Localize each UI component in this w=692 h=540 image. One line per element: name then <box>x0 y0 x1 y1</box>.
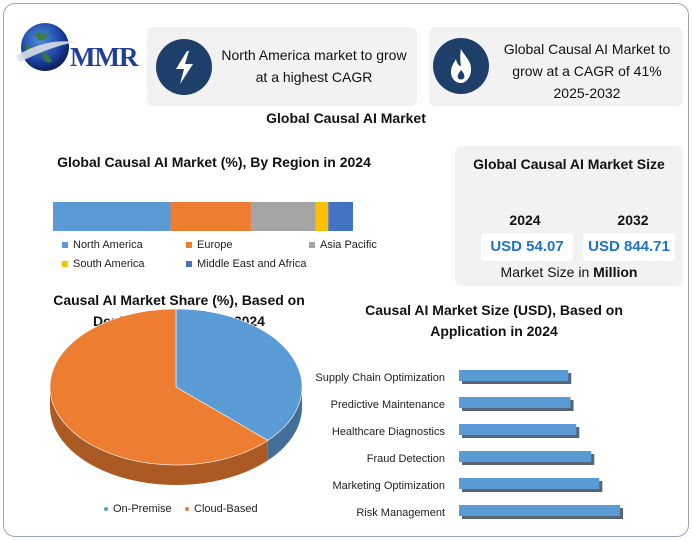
app-label: Fraud Detection <box>366 453 445 465</box>
legend-label: South America <box>73 258 145 270</box>
region-bar-segment <box>315 202 329 231</box>
value-2032: USD 844.71 <box>583 233 675 261</box>
globe-icon <box>16 23 76 71</box>
region-bar-segment <box>250 202 316 231</box>
legend-label: Asia Pacific <box>320 239 377 251</box>
mmr-logo: MMR <box>12 12 147 82</box>
legend-mea: Middle East and Africa <box>186 258 306 270</box>
market-size-title: Global Causal AI Market Size <box>473 156 665 172</box>
unit-bold: Million <box>593 264 638 280</box>
app-label: Healthcare Diagnostics <box>331 426 445 438</box>
app-label: Supply Chain Optimization <box>315 372 445 384</box>
app-bar <box>459 424 577 435</box>
legend-south-america: South America <box>62 258 145 270</box>
legend-north-america: North America <box>62 239 143 251</box>
legend-cloud-based: Cloud-Based <box>185 503 258 515</box>
app-bar <box>459 370 569 381</box>
highlight-card-cagr: Global Causal AI Market to grow at a CAG… <box>429 27 683 106</box>
flame-icon <box>433 38 489 94</box>
legend-swatch <box>309 242 315 249</box>
legend-swatch <box>186 242 192 249</box>
highlight-card-region: North America market to grow at a highes… <box>147 27 417 106</box>
legend-asia-pacific: Asia Pacific <box>309 239 377 251</box>
unit-label: Market Size in Million <box>455 264 683 280</box>
region-bar-segment <box>170 202 251 231</box>
application-chart-title: Causal AI Market Size (USD), Based on Ap… <box>365 302 623 339</box>
region-bar-segment <box>53 202 171 231</box>
legend-europe: Europe <box>186 239 232 251</box>
highlight-text-region: North America market to grow at a highes… <box>221 47 407 85</box>
legend-swatch <box>186 261 192 268</box>
legend-label: Europe <box>197 239 233 251</box>
lightning-bolt-icon <box>156 39 212 95</box>
pie-slice-side <box>267 387 302 461</box>
legend-swatch <box>104 507 108 512</box>
highlight-text-cagr: Global Causal AI Market to grow at a CAG… <box>503 41 671 101</box>
pie-slice-side <box>50 387 268 486</box>
app-label: Predictive Maintenance <box>330 399 445 411</box>
legend-label: Middle East and Africa <box>197 258 307 270</box>
year-2032-label: 2032 <box>617 212 649 228</box>
legend-swatch <box>62 242 68 249</box>
app-label: Marketing Optimization <box>332 480 446 492</box>
app-bar <box>459 478 600 489</box>
app-label: Risk Management <box>356 507 445 519</box>
pie-slice <box>49 308 269 466</box>
unit-prefix: Market Size in <box>500 264 594 280</box>
year-2024-label: 2024 <box>509 212 541 228</box>
legend-label: On-Premise <box>113 503 172 515</box>
logo-text: MMR <box>70 42 138 72</box>
region-chart-title: Global Causal AI Market (%), By Region i… <box>57 154 371 170</box>
legend-label: Cloud-Based <box>194 503 258 515</box>
app-bar <box>459 451 592 462</box>
value-2024: USD 54.07 <box>481 233 573 261</box>
page-title: Global Causal AI Market <box>266 110 426 126</box>
legend-on-premise: On-Premise <box>104 503 172 515</box>
pie-slice <box>175 308 303 441</box>
legend-label: North America <box>73 239 143 251</box>
infographic-frame: MMR North America market to grow at a hi… <box>3 3 689 537</box>
legend-swatch <box>185 507 189 512</box>
app-bar <box>459 397 571 408</box>
app-bar <box>459 505 620 516</box>
charts-canvas <box>49 202 623 519</box>
region-bar-segment <box>328 202 353 231</box>
legend-swatch <box>62 261 68 268</box>
market-size-panel: Global Causal AI Market Size 2024 2032 U… <box>455 146 683 286</box>
